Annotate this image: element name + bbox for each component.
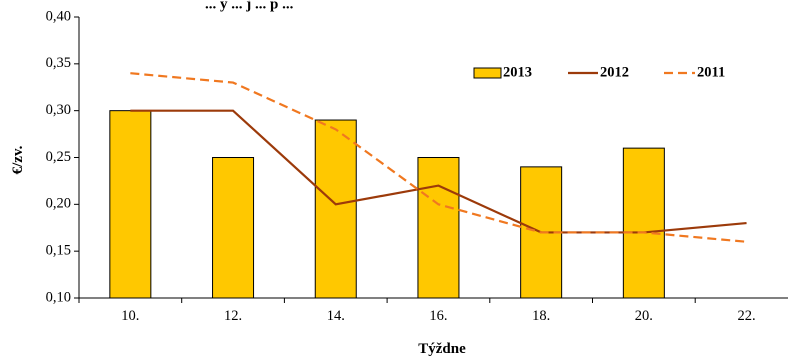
bar-2013 (417, 157, 460, 299)
y-axis-title: €/zv. (10, 145, 26, 174)
x-tick-label: 22. (737, 308, 755, 324)
y-tick-label: 0,25 (46, 149, 71, 165)
y-tick-labels: 0,10 0,15 0,20 0,25 0,30 0,35 0,40 (46, 8, 71, 305)
y-tick-label: 0,40 (46, 8, 71, 24)
y-tick-label: 0,30 (46, 102, 71, 118)
bar-2013 (314, 119, 357, 299)
axes (74, 16, 788, 303)
series-line-2011 (130, 72, 747, 243)
x-tick-label: 12. (224, 308, 242, 324)
bars-2013 (109, 110, 665, 299)
x-tick-label: 14. (327, 308, 345, 324)
y-tick-label: 0,35 (46, 55, 71, 71)
x-tick-labels: 10. 12. 14. 16. 18. 20. 22. (121, 308, 755, 324)
x-tick-label: 10. (121, 308, 139, 324)
x-tick-label: 16. (429, 308, 447, 324)
legend-swatch-2013 (473, 67, 502, 79)
legend: 2013 2012 2011 (473, 64, 725, 80)
x-tick-label: 20. (635, 308, 653, 324)
bar-2013 (109, 110, 152, 299)
x-axis-title: Týždne (418, 341, 466, 357)
legend-label-2013: 2013 (503, 64, 532, 80)
x-tick-label: 18. (532, 308, 550, 324)
y-tick-label: 0,20 (46, 196, 71, 212)
legend-label-2011: 2011 (697, 64, 725, 80)
bar-2013 (622, 147, 665, 299)
y-tick-label: 0,15 (46, 242, 71, 258)
bar-2013 (212, 157, 255, 299)
legend-label-2012: 2012 (600, 64, 629, 80)
lines (130, 72, 747, 243)
chart-title: ... y ... j ... p ... (205, 0, 294, 12)
y-tick-label: 0,10 (46, 289, 71, 305)
